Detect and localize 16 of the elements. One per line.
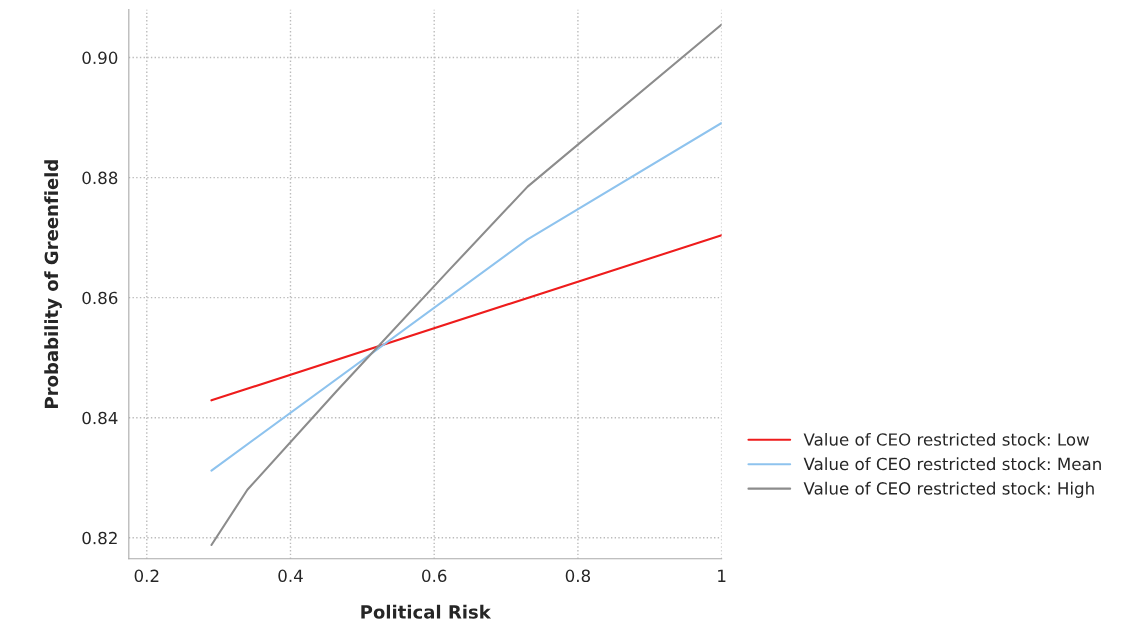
x-tick-label: 1 bbox=[718, 569, 726, 582]
y-tick-label: 0.90 bbox=[82, 51, 118, 65]
line-series bbox=[210, 23, 722, 547]
x-tick-label: 0.4 bbox=[278, 569, 303, 583]
x-tick-label: 0.8 bbox=[565, 569, 591, 583]
x-tick-label: 0.6 bbox=[422, 569, 447, 583]
x-axis-title: Political Risk bbox=[361, 604, 492, 619]
y-tick-label: 0.86 bbox=[82, 291, 118, 305]
y-tick-label: 0.84 bbox=[82, 411, 118, 425]
y-tick-label: 0.88 bbox=[82, 171, 118, 185]
y-axis-title: Probability of Greenfield bbox=[44, 160, 62, 408]
legend-label: Value of CEO restricted stock: High bbox=[803, 481, 1094, 498]
y-tick-label: 0.82 bbox=[82, 531, 117, 545]
x-tick-label: 0.2 bbox=[134, 569, 159, 583]
legend-label: Value of CEO restricted stock: Low bbox=[803, 432, 1090, 446]
legend-label: Value of CEO restricted stock: Mean bbox=[803, 457, 1101, 471]
